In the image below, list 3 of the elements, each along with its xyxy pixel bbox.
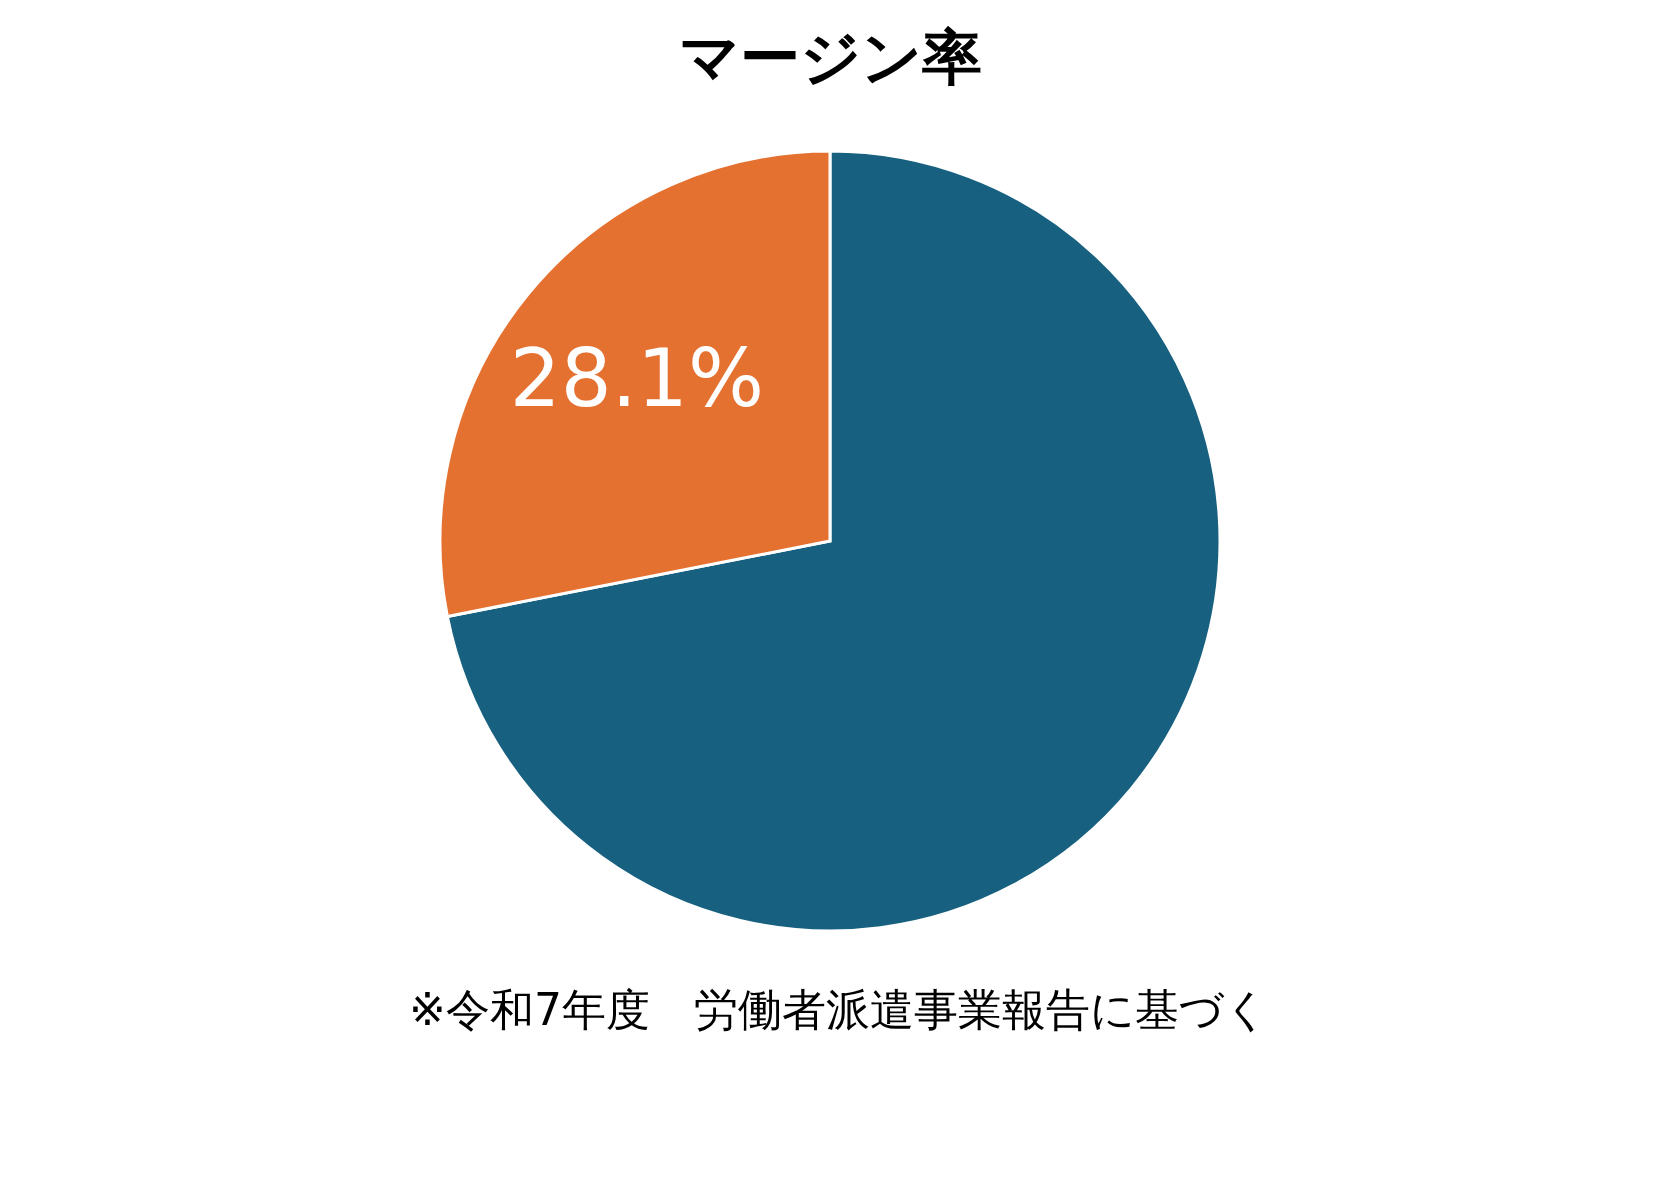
chart-title: マージン率 xyxy=(678,22,982,92)
data-label: 28.1% xyxy=(509,332,764,426)
text: ※令和7年度 労働者派遣事業報告に基づく xyxy=(408,983,1270,1037)
